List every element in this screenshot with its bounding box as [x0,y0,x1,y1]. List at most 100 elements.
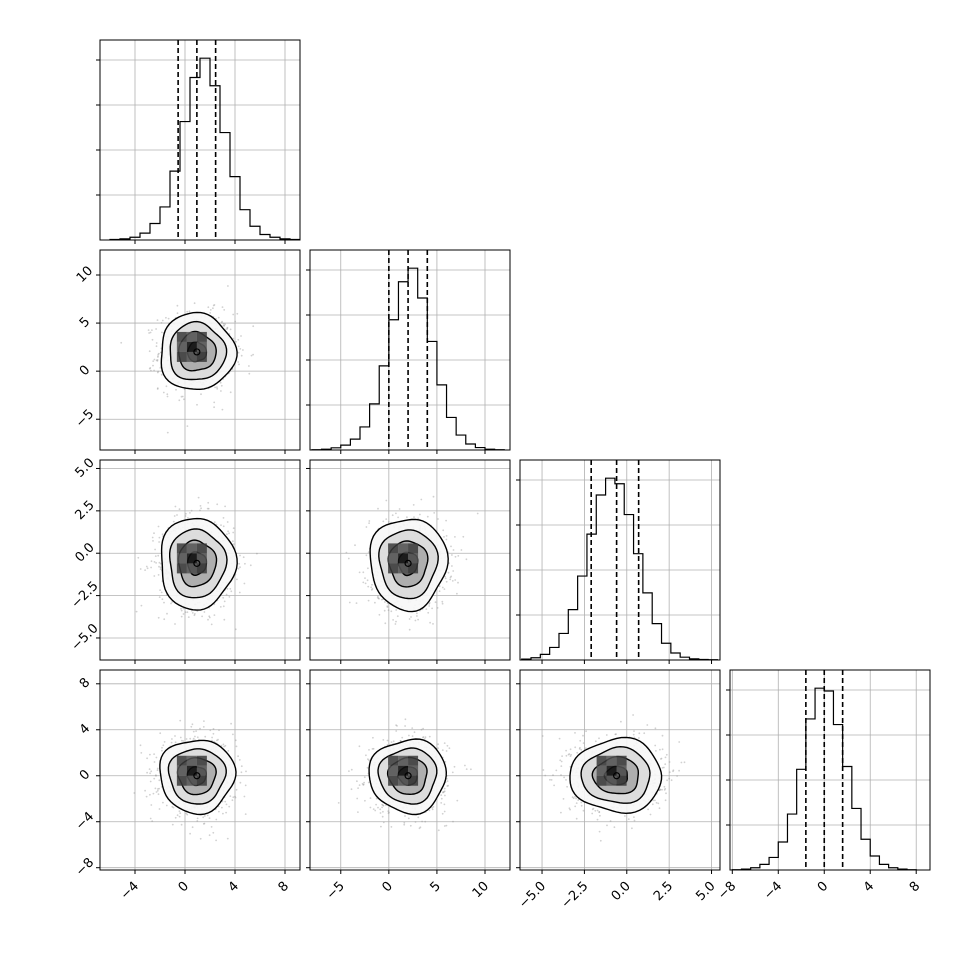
scatter-point [440,797,443,800]
scatter-point [155,359,158,362]
scatter-point [358,784,361,786]
scatter-point [447,571,450,574]
density-bin [196,775,207,786]
scatter-point [655,750,657,752]
scatter-point [462,535,465,538]
scatter-point [396,615,399,618]
density-bin [388,755,399,766]
scatter-point [139,744,142,747]
scatter-point [383,609,386,612]
density-bin [196,755,207,766]
scatter-point [580,801,583,804]
scatter-point [229,391,232,394]
scatter-point [427,611,430,614]
scatter-point [152,540,154,542]
scatter-point [183,398,185,401]
scatter-point [208,834,211,837]
scatter-point [171,601,174,603]
scatter-point [149,753,151,756]
density-bin [186,775,197,786]
scatter-point [555,769,558,772]
scatter-point [186,611,189,614]
scatter-point [451,771,454,774]
scatter-point [179,736,182,739]
scatter-point [189,737,192,740]
y-tick-label: −8 [73,855,97,879]
scatter-point [160,322,163,324]
scatter-point [176,814,179,817]
panel-frame [99,249,301,451]
scatter-point [153,777,156,780]
scatter-point [646,724,649,726]
scatter-point [362,571,365,574]
scatter-point [186,813,189,816]
scatter-point [234,628,237,631]
scatter-point [193,302,196,305]
scatter-point [419,513,421,516]
scatter-point [206,507,209,510]
scatter-point [364,799,366,802]
scatter-density [345,495,479,631]
scatter-point [158,561,161,564]
y-tick-label: 5.0 [72,456,97,481]
scatter-point [381,806,383,809]
scatter-point [437,829,440,832]
scatter-point [161,319,164,322]
scatter-point [575,817,578,820]
x-tick-label: 0 [379,879,395,895]
scatter-point [437,747,439,749]
scatter-point [235,788,238,791]
scatter-point [441,812,444,815]
scatter-point [450,545,452,548]
x-tick-label: 10 [470,879,492,901]
scatter-point [163,601,165,604]
scatter-point [161,749,163,752]
density-bin [398,543,409,554]
scatter-point [395,620,397,623]
scatter-point [180,609,183,612]
scatter-point [382,810,384,813]
scatter-point [240,771,243,774]
scatter-point [149,780,152,783]
scatter-point [345,551,348,554]
scatter-point [166,393,169,396]
scatter-point [158,536,161,539]
scatter-point [207,501,210,504]
scatter-point [428,605,431,607]
scatter-point [638,732,641,735]
scatter-point [151,820,154,822]
scatter-point [244,784,247,787]
scatter-point [230,590,233,593]
contour-peak [404,559,412,567]
scatter-point [188,310,191,313]
scatter-point [234,796,237,799]
scatter-point [390,610,393,613]
scatter-point [220,390,222,392]
scatter-point [157,788,159,790]
scatter-point [208,616,211,619]
scatter-point [157,793,160,796]
scatter-point [199,837,202,840]
scatter-point [191,723,194,726]
scatter-point [228,805,231,808]
scatter-point [450,575,453,578]
scatter-point [371,588,374,590]
scatter-point [369,806,372,809]
scatter-point [356,780,358,783]
scatter-point [208,817,211,819]
scatter-point [408,734,410,737]
scatter-point [155,774,157,777]
scatter-point [652,799,655,802]
scatter-point [424,820,427,823]
scatter-point [163,741,166,743]
scatter-point [219,606,222,608]
scatter-point [157,356,159,358]
scatter-point [150,369,152,372]
scatter-point [407,817,410,820]
panel-2-1 [306,459,511,664]
scatter-point [235,340,238,343]
scatter-point [444,575,446,578]
scatter-point [362,783,365,786]
scatter-point [163,618,166,621]
